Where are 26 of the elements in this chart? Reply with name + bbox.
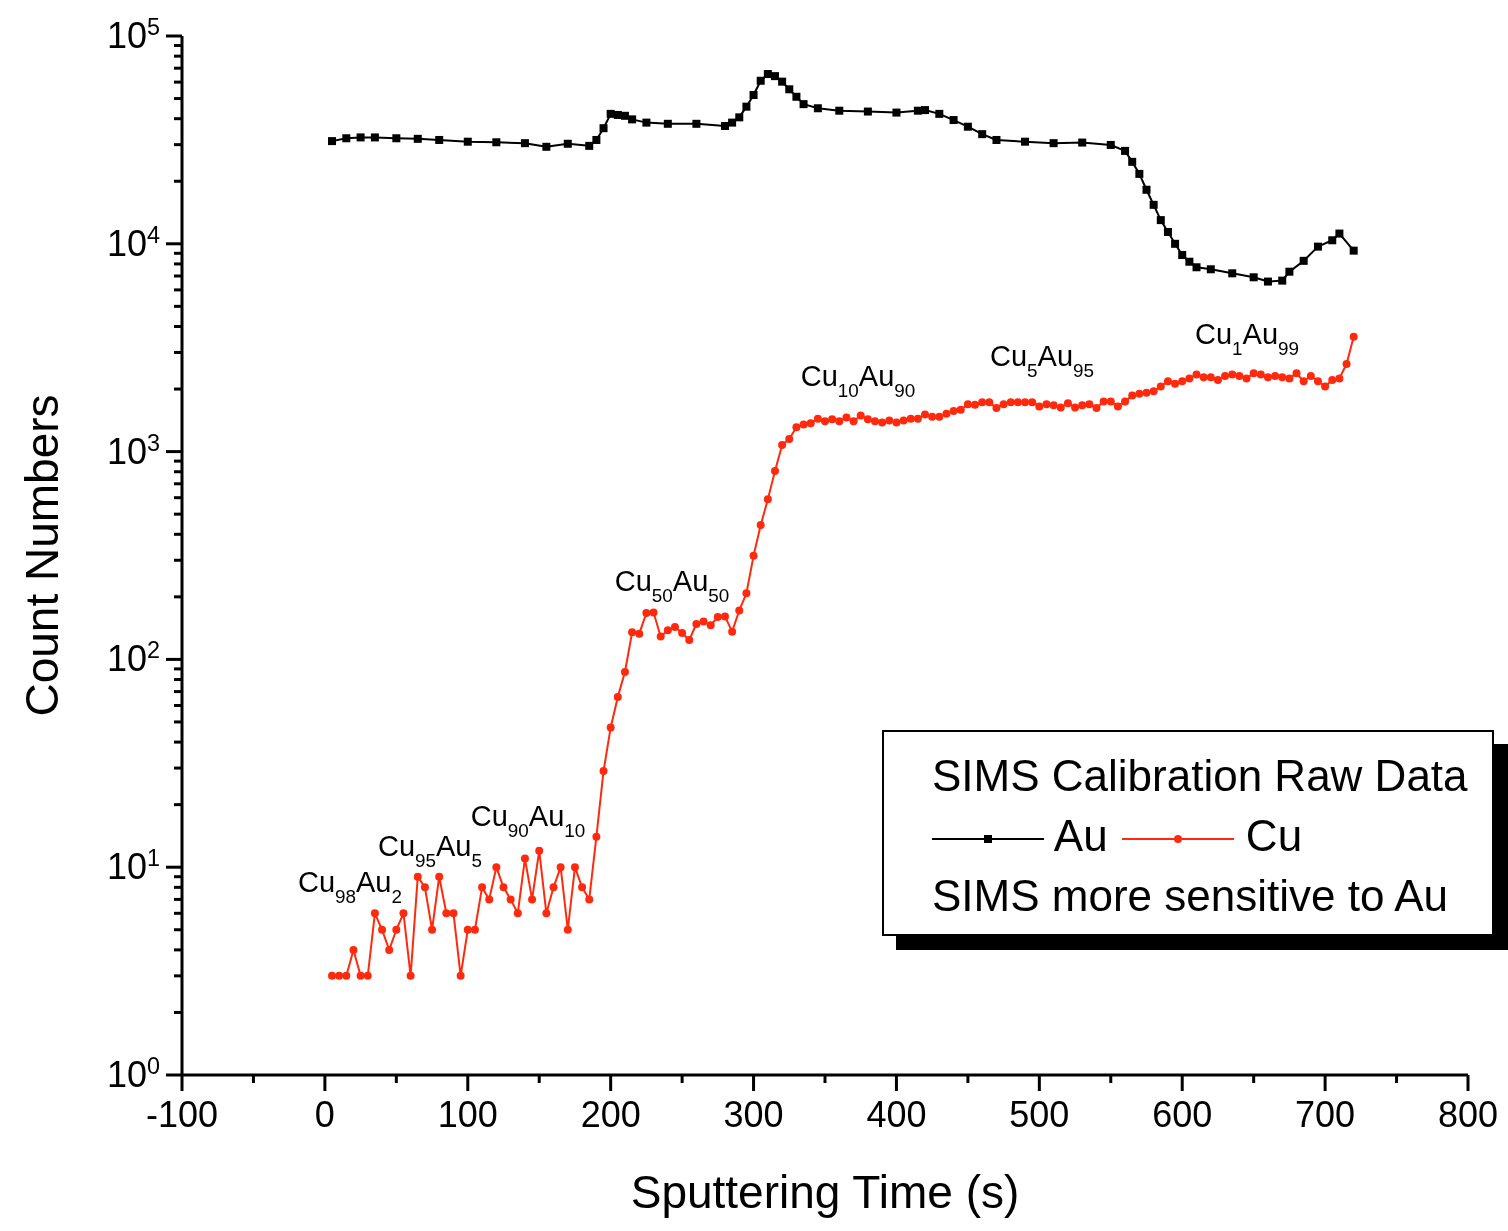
x-tick-label: 300 <box>723 1094 784 1135</box>
y-tick-label: 10$^{4}$ <box>106 221 160 264</box>
y-tick-label: 10$^{2}$ <box>106 637 160 680</box>
y-axis-title: Count Numbers <box>16 394 68 717</box>
annotation: Cu$_{1}$Au$_{99}$ <box>1194 318 1300 359</box>
y-tick-label: 10$^{0}$ <box>106 1053 160 1095</box>
y-tick-label: 10$^{3}$ <box>106 429 160 472</box>
x-tick-label: 400 <box>866 1094 927 1135</box>
x-tick-label: 0 <box>314 1094 335 1135</box>
legend-label: Cu <box>1244 811 1303 860</box>
y-tick-label: 10$^{1}$ <box>106 845 160 888</box>
x-tick-label: -100 <box>145 1094 219 1135</box>
annotation: Cu$_{10}$Au$_{90}$ <box>800 360 916 401</box>
x-tick-label: 700 <box>1295 1094 1356 1135</box>
y-tick-label: 10$^{5}$ <box>106 14 160 56</box>
annotation: Cu$_{50}$Au$_{50}$ <box>614 565 730 606</box>
x-tick-label: 600 <box>1152 1094 1213 1135</box>
x-tick-label: 500 <box>1009 1094 1070 1135</box>
annotation: SIMS more sensitive to Au <box>932 871 1448 920</box>
annotation: Cu$_{5}$Au$_{95}$ <box>989 340 1095 381</box>
legend-label: Au <box>1052 811 1108 860</box>
x-tick-label: 200 <box>580 1094 641 1135</box>
x-tick-label: 800 <box>1437 1094 1499 1135</box>
x-axis-title: Sputtering Time (s) <box>630 1166 1020 1218</box>
legend-title: SIMS Calibration Raw Data <box>932 751 1468 800</box>
x-tick-label: 100 <box>437 1094 498 1135</box>
